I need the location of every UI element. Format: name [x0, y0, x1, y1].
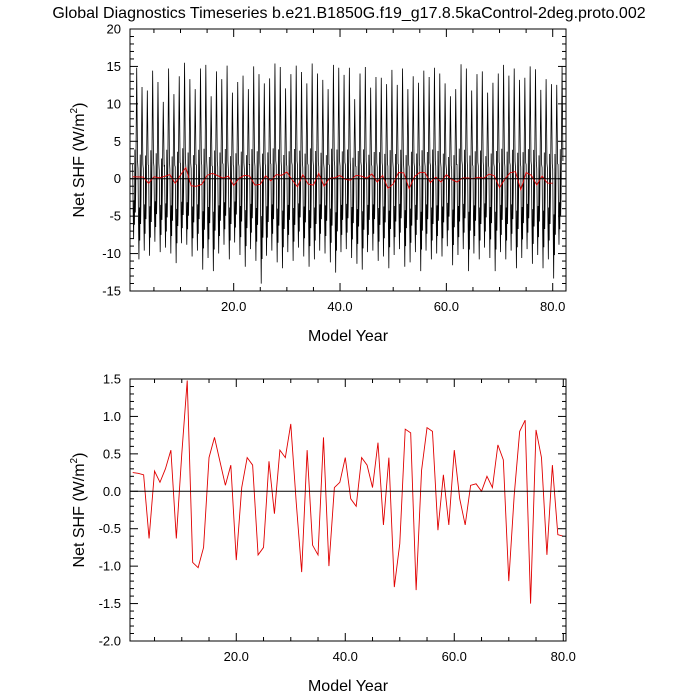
- y-axis-title-superscript: 2: [69, 457, 80, 463]
- y-tick-label: -1.5: [99, 596, 121, 611]
- y-axis-title-main: Net SHF (W/m: [71, 113, 88, 217]
- y-tick-label: -15: [102, 284, 121, 299]
- y-axis-title-main: Net SHF (W/m: [71, 463, 88, 567]
- x-tick-label: 80.0: [540, 299, 565, 314]
- x-axis-title: Model Year: [308, 328, 389, 345]
- x-axis-title: Model Year: [308, 678, 389, 695]
- top-panel: -15 -10 -5 0 5 10 15 20 20.0 40.0 60.0 80.0 Model Ye…: [69, 22, 567, 345]
- plot-frame: [129, 378, 567, 642]
- series-line-annual-mean: [132, 380, 564, 604]
- y-tick-label: 0.5: [103, 446, 121, 461]
- bottom-panel: -2.0 -1.5 -1.0 -0.5 0.0 0.5 1.0 1.5 20.0 40.0 60.0…: [69, 372, 576, 696]
- series-line-monthly: [132, 62, 564, 284]
- y-axis-title: Net SHF (W/m2): [69, 453, 88, 568]
- y-tick-label: -10: [102, 246, 121, 261]
- y-tick-label: 1.0: [103, 409, 121, 424]
- x-tick-label: 60.0: [434, 299, 459, 314]
- y-axis-title-suffix: ): [71, 103, 88, 108]
- y-tick-label: -1.0: [99, 559, 121, 574]
- chart-title: Global Diagnostics Timeseries b.e21.B185…: [52, 5, 645, 22]
- y-tick-label: -2.0: [99, 634, 121, 649]
- y-axis-title-suffix: ): [71, 453, 88, 458]
- y-tick-label: 20: [107, 22, 121, 37]
- x-tick-label: 20.0: [221, 299, 246, 314]
- x-tick-label: 20.0: [224, 649, 249, 664]
- y-tick-label: 10: [107, 96, 121, 111]
- y-axis-title-superscript: 2: [69, 107, 80, 113]
- y-tick-label: -0.5: [99, 521, 121, 536]
- plot-frame: [129, 28, 567, 292]
- y-tick-label: 0.0: [103, 484, 121, 499]
- x-tick-label: 40.0: [327, 299, 352, 314]
- series-line-annual-mean: [132, 166, 553, 192]
- y-tick-label: -5: [109, 209, 121, 224]
- x-tick-label: 80.0: [551, 649, 576, 664]
- y-axis-title: Net SHF (W/m2): [69, 103, 88, 218]
- y-tick-label: 0: [114, 171, 121, 186]
- x-tick-label: 40.0: [333, 649, 358, 664]
- y-tick-label: 15: [107, 59, 121, 74]
- x-tick-label: 60.0: [442, 649, 467, 664]
- y-tick-label: 1.5: [103, 372, 121, 387]
- y-tick-label: 5: [114, 134, 121, 149]
